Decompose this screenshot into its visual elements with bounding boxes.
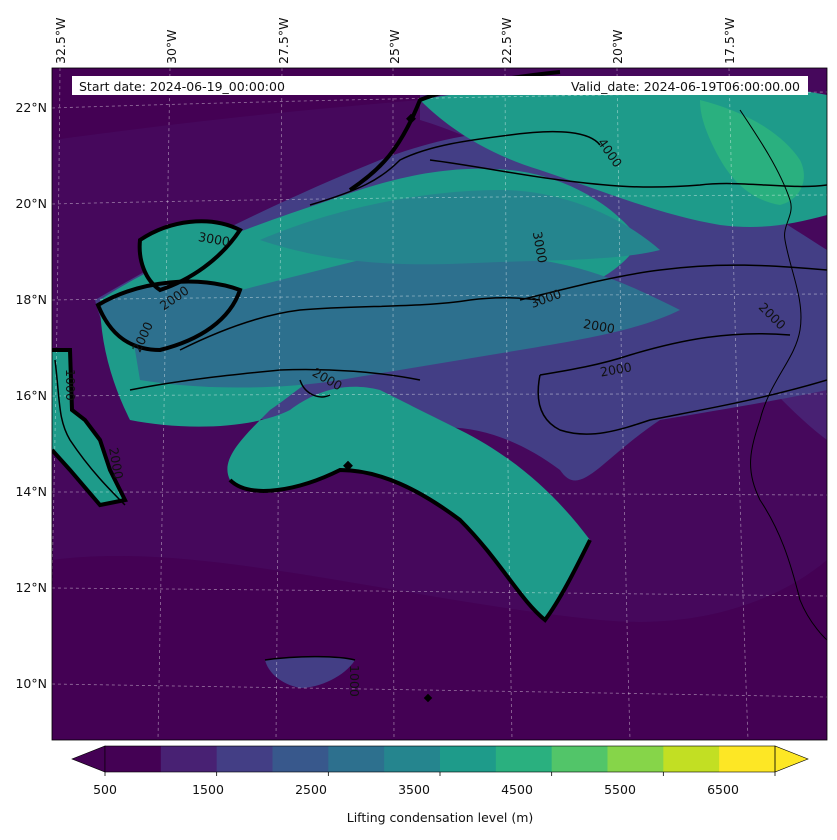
contour-label: 2000 bbox=[582, 316, 616, 336]
colorbar-over-extend bbox=[774, 745, 809, 773]
lon-label: 17.5°W bbox=[722, 18, 737, 64]
lat-label: 18°N bbox=[15, 292, 47, 307]
colorbar-tick-label: 500 bbox=[93, 782, 117, 797]
latitude-labels: 22°N 20°N 18°N 16°N 14°N 12°N 10°N bbox=[15, 100, 47, 691]
contour-label: 2000 bbox=[106, 446, 126, 480]
colorbar-tick-label: 2500 bbox=[295, 782, 327, 797]
graticule bbox=[52, 68, 827, 740]
lon-label: 32.5°W bbox=[53, 18, 68, 64]
lat-label: 10°N bbox=[15, 676, 47, 691]
lon-label: 20°W bbox=[610, 29, 625, 64]
contour-label: 3000 bbox=[530, 230, 550, 264]
lon-label: 22.5°W bbox=[499, 18, 514, 64]
lat-label: 22°N bbox=[15, 100, 47, 115]
date-info-box bbox=[72, 76, 808, 95]
colorbar-tick-label: 4500 bbox=[501, 782, 533, 797]
colorbar-under-extend bbox=[71, 745, 106, 773]
contour-lines bbox=[54, 130, 827, 661]
colorbar-tick-labels: 500 1500 2500 3500 4500 5500 6500 bbox=[93, 782, 739, 797]
colorbar-title: Lifting condensation level (m) bbox=[347, 810, 534, 825]
colorbar-segment bbox=[719, 746, 776, 772]
longitude-labels: 32.5°W 30°W 27.5°W 25°W 22.5°W 20°W 17.5… bbox=[53, 18, 737, 64]
map-frame bbox=[51, 67, 828, 741]
lon-label: 30°W bbox=[164, 29, 179, 64]
colorbar-segment bbox=[495, 746, 553, 772]
contour-label: 3000 bbox=[197, 229, 231, 249]
colorbar-tick-label: 1500 bbox=[192, 782, 224, 797]
colorbar-segment bbox=[440, 746, 497, 772]
colorbar-segment bbox=[216, 746, 273, 772]
contour-label: 2000 bbox=[599, 359, 633, 379]
colorbar-segment bbox=[551, 746, 608, 772]
lon-label: 27.5°W bbox=[276, 18, 291, 64]
colorbar-tick-label: 6500 bbox=[707, 782, 739, 797]
valid-date-label: Valid_date: 2024-06-19T06:00:00.00 bbox=[571, 79, 800, 94]
lat-label: 14°N bbox=[15, 484, 47, 499]
colorbar-tick-label: 3500 bbox=[398, 782, 430, 797]
colorbar-segment bbox=[663, 746, 720, 772]
contour-label: 1000 bbox=[347, 665, 362, 697]
lat-label: 12°N bbox=[15, 580, 47, 595]
lat-label: 16°N bbox=[15, 388, 47, 403]
colorbar-segment bbox=[272, 746, 329, 772]
map-area: 4000 3000 3000 3000 2000 2000 2000 2000 … bbox=[52, 68, 827, 740]
contour-label: 1000 bbox=[63, 369, 78, 401]
colorbar-segment bbox=[607, 746, 664, 772]
lon-label: 25°W bbox=[387, 29, 402, 64]
start-date-label: Start date: 2024-06-19_00:00:00 bbox=[79, 79, 285, 94]
colorbar-segment bbox=[328, 746, 385, 772]
colorbar bbox=[71, 745, 809, 776]
west-africa-coastline bbox=[739, 109, 827, 641]
colorbar-segment bbox=[384, 746, 441, 772]
colorbar-segment bbox=[105, 746, 162, 772]
colorbar-segment bbox=[160, 746, 218, 772]
colorbar-tick-label: 5500 bbox=[604, 782, 636, 797]
lat-label: 20°N bbox=[15, 196, 47, 211]
